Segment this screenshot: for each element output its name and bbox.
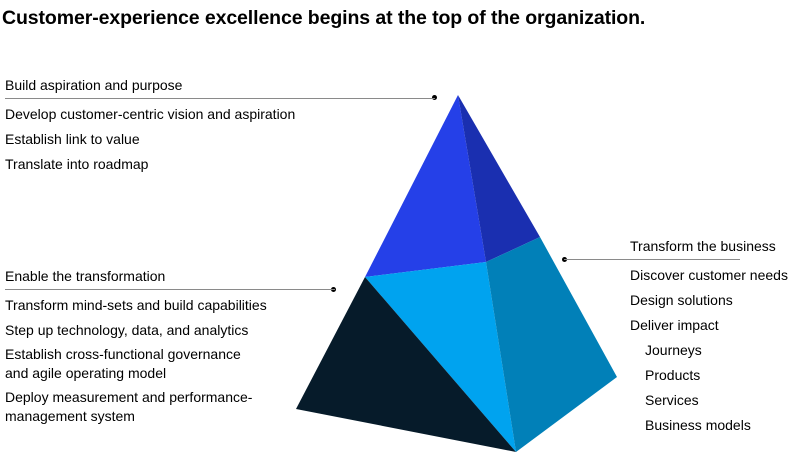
pyramid-middle-front-face xyxy=(365,262,516,452)
pyramid-right-face xyxy=(486,237,617,452)
list-item: Develop customer-centric vision and aspi… xyxy=(5,106,296,122)
transform-business-section: Transform the business Discover customer… xyxy=(564,236,788,435)
section-heading: Enable the transformation xyxy=(5,268,166,284)
build-aspiration-section: Build aspiration and purpose Develop cus… xyxy=(5,75,435,174)
list-item: Establish cross-functional governance an… xyxy=(5,345,335,383)
page-title: Customer-experience excellence begins at… xyxy=(2,7,646,29)
list-item: Deliver impact xyxy=(630,317,719,333)
section-list: Develop customer-centric vision and aspi… xyxy=(5,104,435,174)
sub-list-item: Journeys xyxy=(645,342,702,358)
list-item: Design solutions xyxy=(630,292,733,308)
leader-line xyxy=(5,289,335,290)
leader-line xyxy=(5,98,435,99)
list-item: Transform mind-sets and build capabiliti… xyxy=(5,297,267,313)
list-item: Step up technology, data, and analytics xyxy=(5,322,249,338)
pyramid-bottom-left-face xyxy=(296,277,516,452)
pyramid-top-right-face xyxy=(458,95,540,262)
section-heading: Transform the business xyxy=(630,238,776,254)
list-item: Discover customer needs xyxy=(630,267,788,283)
sub-list-item: Services xyxy=(645,392,699,408)
section-list: Transform mind-sets and build capabiliti… xyxy=(5,295,335,426)
list-item: Translate into roadmap xyxy=(5,156,149,172)
list-item-line: management system xyxy=(5,408,135,424)
top-leader-dot xyxy=(432,95,437,100)
list-item-line: and agile operating model xyxy=(5,365,167,381)
list-item: Establish link to value xyxy=(5,131,140,147)
section-heading: Build aspiration and purpose xyxy=(5,77,183,93)
section-list: Discover customer needs Design solutions… xyxy=(630,265,788,435)
list-item-line: Establish cross-functional governance xyxy=(5,346,241,362)
list-item: Deploy measurement and performance- mana… xyxy=(5,388,335,426)
pyramid-top-left-face xyxy=(365,95,486,277)
leader-line xyxy=(564,259,740,260)
sub-list-item: Products xyxy=(645,367,701,383)
list-item-line: Deploy measurement and performance- xyxy=(5,389,253,405)
enable-transformation-section: Enable the transformation Transform mind… xyxy=(5,266,335,426)
sub-list-item: Business models xyxy=(645,417,751,433)
